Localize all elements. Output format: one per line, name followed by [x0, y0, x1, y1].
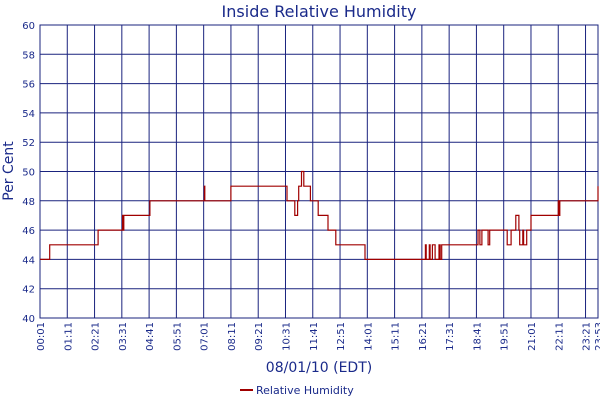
x-tick-label: 18:41	[472, 322, 483, 351]
y-tick-label: 58	[22, 50, 35, 61]
y-tick-label: 52	[22, 138, 35, 149]
y-tick-label: 48	[22, 197, 35, 208]
grid	[39, 24, 599, 319]
y-tick-labels: 40 42 44 46 48 50 52 54 56 58 60	[22, 21, 35, 325]
x-tick-label: 23:53	[594, 322, 600, 351]
y-tick-label: 40	[22, 314, 35, 325]
legend-label: Relative Humidity	[256, 384, 354, 397]
x-tick-label: 04:41	[145, 322, 156, 351]
x-tick-label: 00:01	[36, 322, 47, 351]
x-tick-label: 07:01	[200, 322, 211, 351]
x-tick-label: 12:51	[336, 322, 347, 351]
series-layer	[40, 170, 599, 260]
x-tick-label: 15:11	[391, 322, 402, 351]
legend: Relative Humidity	[240, 384, 354, 397]
x-tick-label: 19:51	[500, 322, 511, 351]
x-tick-label: 11:41	[309, 322, 320, 351]
x-tick-labels: 00:01 01:11 02:21 03:31 04:41 05:51 07:01 08:11…	[36, 322, 600, 351]
y-tick-label: 44	[22, 255, 35, 266]
x-tick-label: 21:01	[527, 322, 538, 351]
y-tick-label: 46	[22, 226, 35, 237]
x-tick-label: 09:21	[254, 322, 265, 351]
y-axis-label: Per Cent	[1, 141, 17, 201]
x-tick-label: 17:31	[445, 322, 456, 351]
x-tick-label: 14:01	[363, 322, 374, 351]
x-axis-label: 08/01/10 (EDT)	[266, 360, 372, 376]
y-tick-label: 60	[22, 21, 35, 32]
x-tick-label: 02:21	[91, 322, 102, 351]
y-tick-label: 54	[22, 109, 35, 120]
x-tick-label: 01:11	[63, 322, 74, 351]
y-tick-label: 42	[22, 285, 35, 296]
chart-title: Inside Relative Humidity	[222, 2, 417, 21]
x-tick-label: 10:31	[281, 322, 292, 351]
x-tick-label: 08:11	[227, 322, 238, 351]
x-tick-label: 22:11	[554, 322, 565, 351]
y-tick-label: 56	[22, 80, 35, 91]
series-line-relative-humidity	[40, 170, 599, 260]
x-tick-label: 03:31	[118, 322, 129, 351]
y-tick-label: 50	[22, 168, 35, 179]
x-tick-label: 16:21	[418, 322, 429, 351]
x-tick-label: 23:21	[582, 322, 593, 351]
x-tick-label: 05:51	[172, 322, 183, 351]
